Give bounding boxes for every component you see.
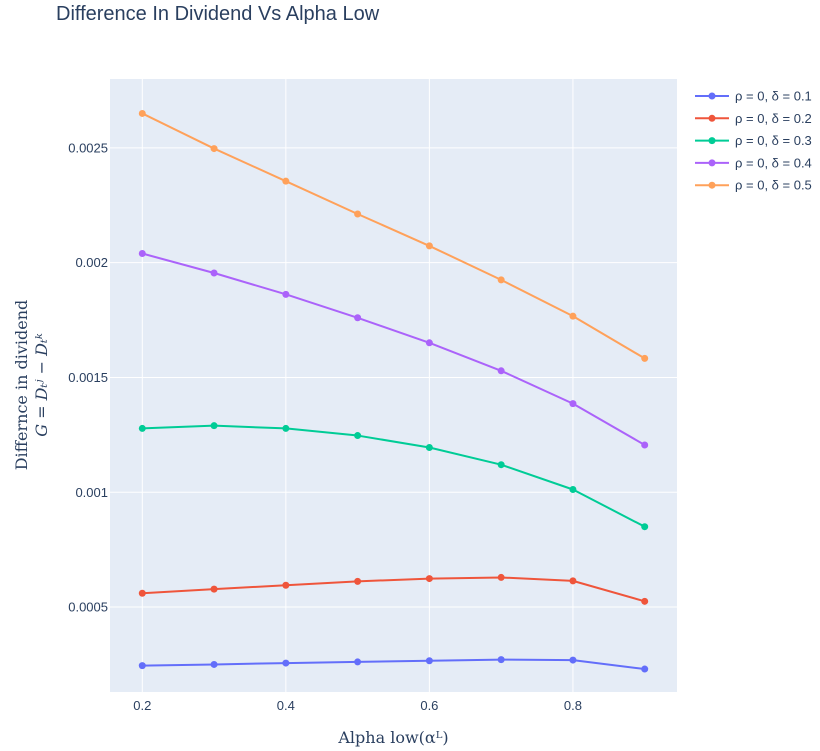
data-point — [210, 422, 218, 430]
data-point — [641, 597, 649, 605]
data-point — [569, 400, 577, 408]
data-point — [569, 577, 577, 585]
legend-marker — [708, 92, 716, 100]
series-5 — [138, 109, 649, 362]
data-point — [497, 573, 505, 581]
legend-label: ρ = 0, δ = 0.5 — [735, 178, 812, 193]
x-tick-label: 0.2 — [133, 698, 151, 713]
legend-item-1[interactable]: ρ = 0, δ = 0.1 — [695, 89, 812, 104]
data-point — [210, 660, 218, 668]
x-axis-title: Alpha low(αᴸ) — [337, 728, 448, 747]
legend-marker — [708, 137, 716, 145]
series-line — [142, 658, 645, 671]
data-point — [138, 662, 146, 670]
legend-marker — [708, 114, 716, 122]
data-point — [425, 443, 433, 451]
y-axis-title-line2: G = Dₜʲ − Dₜᵏ — [32, 333, 51, 437]
data-point — [210, 145, 218, 153]
series-4 — [138, 249, 649, 449]
y-tick-label: 0.0015 — [68, 370, 108, 385]
legend-item-3[interactable]: ρ = 0, δ = 0.3 — [695, 133, 812, 148]
series-line — [142, 252, 646, 446]
legend-label: ρ = 0, δ = 0.2 — [735, 111, 812, 126]
data-point — [497, 276, 505, 284]
data-point — [497, 656, 505, 664]
series-line — [142, 576, 645, 603]
legend-item-5[interactable]: ρ = 0, δ = 0.5 — [695, 178, 812, 193]
legend: ρ = 0, δ = 0.1 ρ = 0, δ = 0.2 ρ = 0, δ = 0… — [695, 89, 812, 193]
data-point — [425, 575, 433, 583]
data-point — [282, 290, 290, 298]
data-point — [497, 461, 505, 469]
x-tick-labels: 0.2 0.4 0.6 0.8 — [133, 698, 582, 713]
data-point — [282, 659, 290, 667]
data-point — [641, 441, 649, 449]
x-tick-label: 0.8 — [564, 698, 582, 713]
chart-title: Difference In Dividend Vs Alpha Low — [56, 3, 380, 25]
y-tick-label: 0.001 — [75, 485, 108, 500]
data-point — [354, 210, 362, 218]
data-point — [354, 577, 362, 585]
data-point — [282, 424, 290, 432]
data-point — [138, 589, 146, 597]
legend-item-4[interactable]: ρ = 0, δ = 0.4 — [695, 155, 812, 170]
data-point — [425, 657, 433, 665]
data-point — [354, 658, 362, 666]
data-point — [138, 109, 146, 117]
data-point — [425, 339, 433, 347]
series-1 — [138, 656, 649, 673]
legend-label: ρ = 0, δ = 0.4 — [735, 155, 812, 170]
legend-label: ρ = 0, δ = 0.1 — [735, 89, 812, 104]
legend-label: ρ = 0, δ = 0.3 — [735, 133, 812, 148]
data-point — [569, 312, 577, 320]
legend-item-2[interactable]: ρ = 0, δ = 0.2 — [695, 111, 812, 126]
y-tick-label: 0.0005 — [68, 600, 108, 615]
series-lines — [138, 109, 649, 673]
data-point — [569, 656, 577, 664]
x-tick-label: 0.4 — [277, 698, 295, 713]
data-point — [210, 269, 218, 277]
data-point — [138, 249, 146, 257]
series-2 — [138, 573, 649, 605]
data-point — [497, 367, 505, 375]
data-point — [282, 581, 290, 589]
data-point — [641, 665, 649, 673]
series-3 — [138, 422, 649, 531]
legend-marker — [708, 181, 716, 189]
data-point — [282, 177, 290, 185]
data-point — [210, 585, 218, 593]
data-point — [641, 354, 649, 362]
series-line — [142, 424, 646, 528]
series-line — [141, 112, 646, 360]
y-tick-label: 0.0025 — [68, 140, 108, 155]
data-point — [354, 314, 362, 322]
y-tick-label: 0.002 — [75, 255, 108, 270]
data-point — [425, 242, 433, 250]
y-tick-labels: 0.0005 0.001 0.0015 0.002 0.0025 — [68, 140, 108, 614]
data-point — [354, 432, 362, 440]
data-point — [569, 486, 577, 494]
x-tick-label: 0.6 — [420, 698, 438, 713]
y-axis-title-line1: Differnce in dividend — [12, 300, 31, 471]
plot-area — [110, 79, 677, 692]
data-point — [641, 523, 649, 531]
data-point — [138, 424, 146, 432]
legend-marker — [708, 159, 716, 167]
